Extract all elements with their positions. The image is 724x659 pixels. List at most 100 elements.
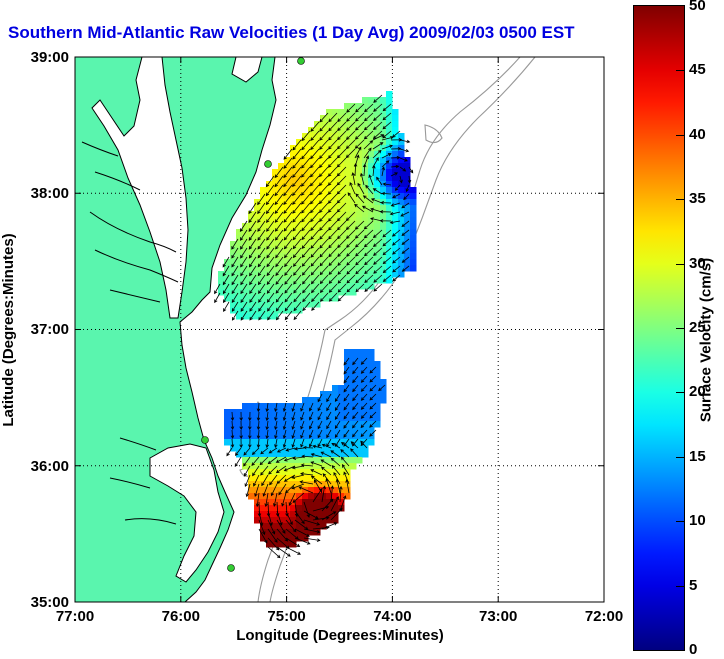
velocity-cell [308, 283, 315, 290]
velocity-cell [380, 151, 387, 158]
velocity-arrow [300, 402, 305, 412]
velocity-cell [296, 307, 303, 314]
velocity-cell [236, 409, 243, 416]
velocity-cell [260, 511, 267, 518]
velocity-cell [302, 139, 309, 146]
velocity-cell [320, 157, 327, 164]
velocity-cell [392, 181, 399, 188]
velocity-arrow [283, 238, 293, 250]
velocity-cell [380, 277, 387, 284]
velocity-cell [338, 415, 345, 422]
velocity-cell [392, 169, 399, 176]
velocity-arrow [369, 420, 377, 428]
velocity-cell [290, 277, 297, 284]
velocity-cell [260, 517, 267, 524]
velocity-cell [368, 217, 375, 224]
velocity-cell [230, 445, 237, 452]
velocity-arrow [310, 121, 320, 132]
velocity-cell [290, 301, 297, 308]
velocity-cell [302, 229, 309, 236]
velocity-cell [254, 229, 261, 236]
velocity-cell [410, 229, 417, 236]
velocity-cell [254, 403, 261, 410]
velocity-arrow [283, 202, 293, 214]
velocity-cell [254, 493, 261, 500]
velocity-cell [272, 205, 279, 212]
velocity-cell [284, 439, 291, 446]
velocity-arrow [292, 220, 302, 232]
velocity-arrow [258, 528, 268, 544]
velocity-cell [272, 193, 279, 200]
velocity-cell [368, 199, 375, 206]
velocity-cell [410, 205, 417, 212]
velocity-cell [308, 151, 315, 158]
velocity-cell [266, 205, 273, 212]
colorbar-tick-label: 20 [689, 383, 706, 401]
velocity-cell [260, 445, 267, 452]
velocity-cell [308, 493, 315, 500]
velocity-cell [254, 469, 261, 476]
velocity-cell [326, 511, 333, 518]
velocity-arrow [379, 219, 392, 223]
velocity-arrow [369, 384, 377, 392]
velocity-cell [242, 235, 249, 242]
velocity-arrow [291, 429, 296, 439]
velocity-arrow [381, 160, 390, 168]
velocity-arrow [360, 375, 368, 383]
velocity-cell [362, 187, 369, 194]
velocity-arrow [265, 175, 275, 188]
velocity-cell [260, 223, 267, 230]
velocity-arrow [310, 461, 323, 467]
velocity-cell [404, 211, 411, 218]
velocity-arrow [382, 130, 392, 139]
velocity-arrow [343, 429, 350, 438]
velocity-arrow [328, 283, 338, 293]
velocity-arrow [407, 175, 412, 184]
velocity-cell [272, 229, 279, 236]
velocity-arrow [239, 420, 243, 431]
velocity-arrow [308, 402, 314, 412]
radar-stations [201, 57, 305, 572]
velocity-arrow [354, 139, 365, 149]
velocity-arrow [363, 247, 374, 257]
y-tick-label: 36:00 [31, 458, 69, 475]
velocity-cell [290, 169, 297, 176]
velocity-cell [284, 205, 291, 212]
velocity-cell [218, 283, 225, 290]
velocity-cell [302, 469, 309, 476]
velocity-cell [350, 109, 357, 116]
velocity-cell [272, 511, 279, 518]
velocity-cell [320, 427, 327, 434]
velocity-cell [362, 169, 369, 176]
velocity-arrow [243, 447, 251, 456]
velocity-cell [284, 403, 291, 410]
velocity-cell [374, 397, 381, 404]
velocity-cell [218, 277, 225, 284]
velocity-cell [308, 427, 315, 434]
velocity-cell [344, 103, 351, 110]
velocity-arrow [319, 256, 329, 267]
velocity-cell [296, 205, 303, 212]
velocity-arrow [291, 411, 296, 421]
velocity-cell [398, 253, 405, 260]
velocity-cell [308, 511, 315, 518]
velocity-cell [368, 361, 375, 368]
velocity-arrow [292, 139, 302, 151]
velocity-cell [254, 445, 261, 452]
velocity-arrow [292, 211, 302, 223]
velocity-cell [278, 517, 285, 524]
velocity-arrow [256, 402, 261, 413]
station-marker [297, 57, 305, 65]
velocity-arrow [292, 202, 302, 214]
velocity-arrow [283, 465, 296, 472]
velocity-cell [260, 289, 267, 296]
velocity-arrow [310, 220, 320, 232]
velocity-cell [302, 181, 309, 188]
velocity-cell [350, 223, 357, 230]
colorbar-tick-label: 30 [689, 254, 706, 272]
velocity-cell [320, 163, 327, 170]
velocity-cell [350, 289, 357, 296]
velocity-cell [278, 487, 285, 494]
velocity-arrow [301, 256, 311, 267]
velocity-arrow [249, 310, 257, 321]
